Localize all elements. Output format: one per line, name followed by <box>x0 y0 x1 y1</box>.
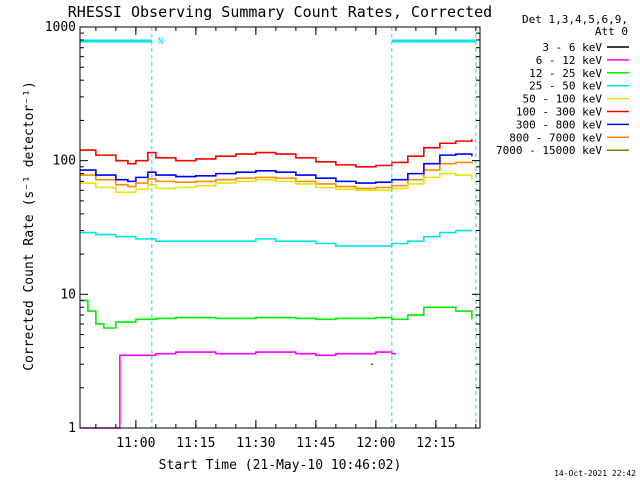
series-line <box>80 161 473 190</box>
legend-header-line: Att 0 <box>595 25 628 38</box>
x-tick-label: 12:15 <box>416 436 455 451</box>
flag-label: N <box>158 37 163 47</box>
legend-header-line: Det 1,3,4,5,6,9, <box>522 13 628 26</box>
axes: 1 10 100 1000 11:00 11:15 11:30 11:45 12:00 12:15 <box>45 20 481 451</box>
x-tick-label: 11:45 <box>296 436 335 451</box>
legend-label: 100 - 300 keV <box>516 106 602 119</box>
y-axis-label: Corrected Count Rate (s⁻¹ detector⁻¹) <box>22 81 37 371</box>
x-axis-label: Start Time (21-May-10 10:46:02) <box>159 458 402 473</box>
series-line <box>80 172 473 194</box>
x-tick-label: 11:00 <box>116 436 155 451</box>
y-tick-label: 100 <box>53 154 76 169</box>
y-tick-label: 1 <box>68 421 76 436</box>
series-line <box>80 229 472 247</box>
legend-label: 6 - 12 keV <box>536 54 603 67</box>
legend-label: 7000 - 15000 keV <box>496 144 602 157</box>
series-line <box>80 153 473 184</box>
x-tick-label: 11:15 <box>176 436 215 451</box>
series-layer <box>80 139 473 429</box>
series-line <box>80 139 473 168</box>
legend-label: 3 - 6 keV <box>542 41 602 54</box>
x-tick-label: 11:30 <box>236 436 275 451</box>
series-line <box>80 351 396 429</box>
legend-label: 800 - 7000 keV <box>509 131 602 144</box>
y-tick-label: 1000 <box>45 20 76 35</box>
footer-timestamp: 14-Oct-2021 22:42 <box>554 469 636 478</box>
series-line <box>80 299 473 329</box>
legend-label: 50 - 100 keV <box>523 93 603 106</box>
legend-label: 25 - 50 keV <box>529 80 602 93</box>
flags-layer: N <box>80 27 477 428</box>
chart-title: RHESSI Observing Summary Count Rates, Co… <box>68 3 492 21</box>
x-tick-label: 12:00 <box>356 436 395 451</box>
plot-frame <box>79 26 481 429</box>
legend-header: Det 1,3,4,5,6,9,Att 0 <box>522 13 628 38</box>
y-tick-label: 10 <box>60 287 76 302</box>
legend-label: 300 - 800 keV <box>516 118 602 131</box>
legend-label: 12 - 25 keV <box>529 67 602 80</box>
